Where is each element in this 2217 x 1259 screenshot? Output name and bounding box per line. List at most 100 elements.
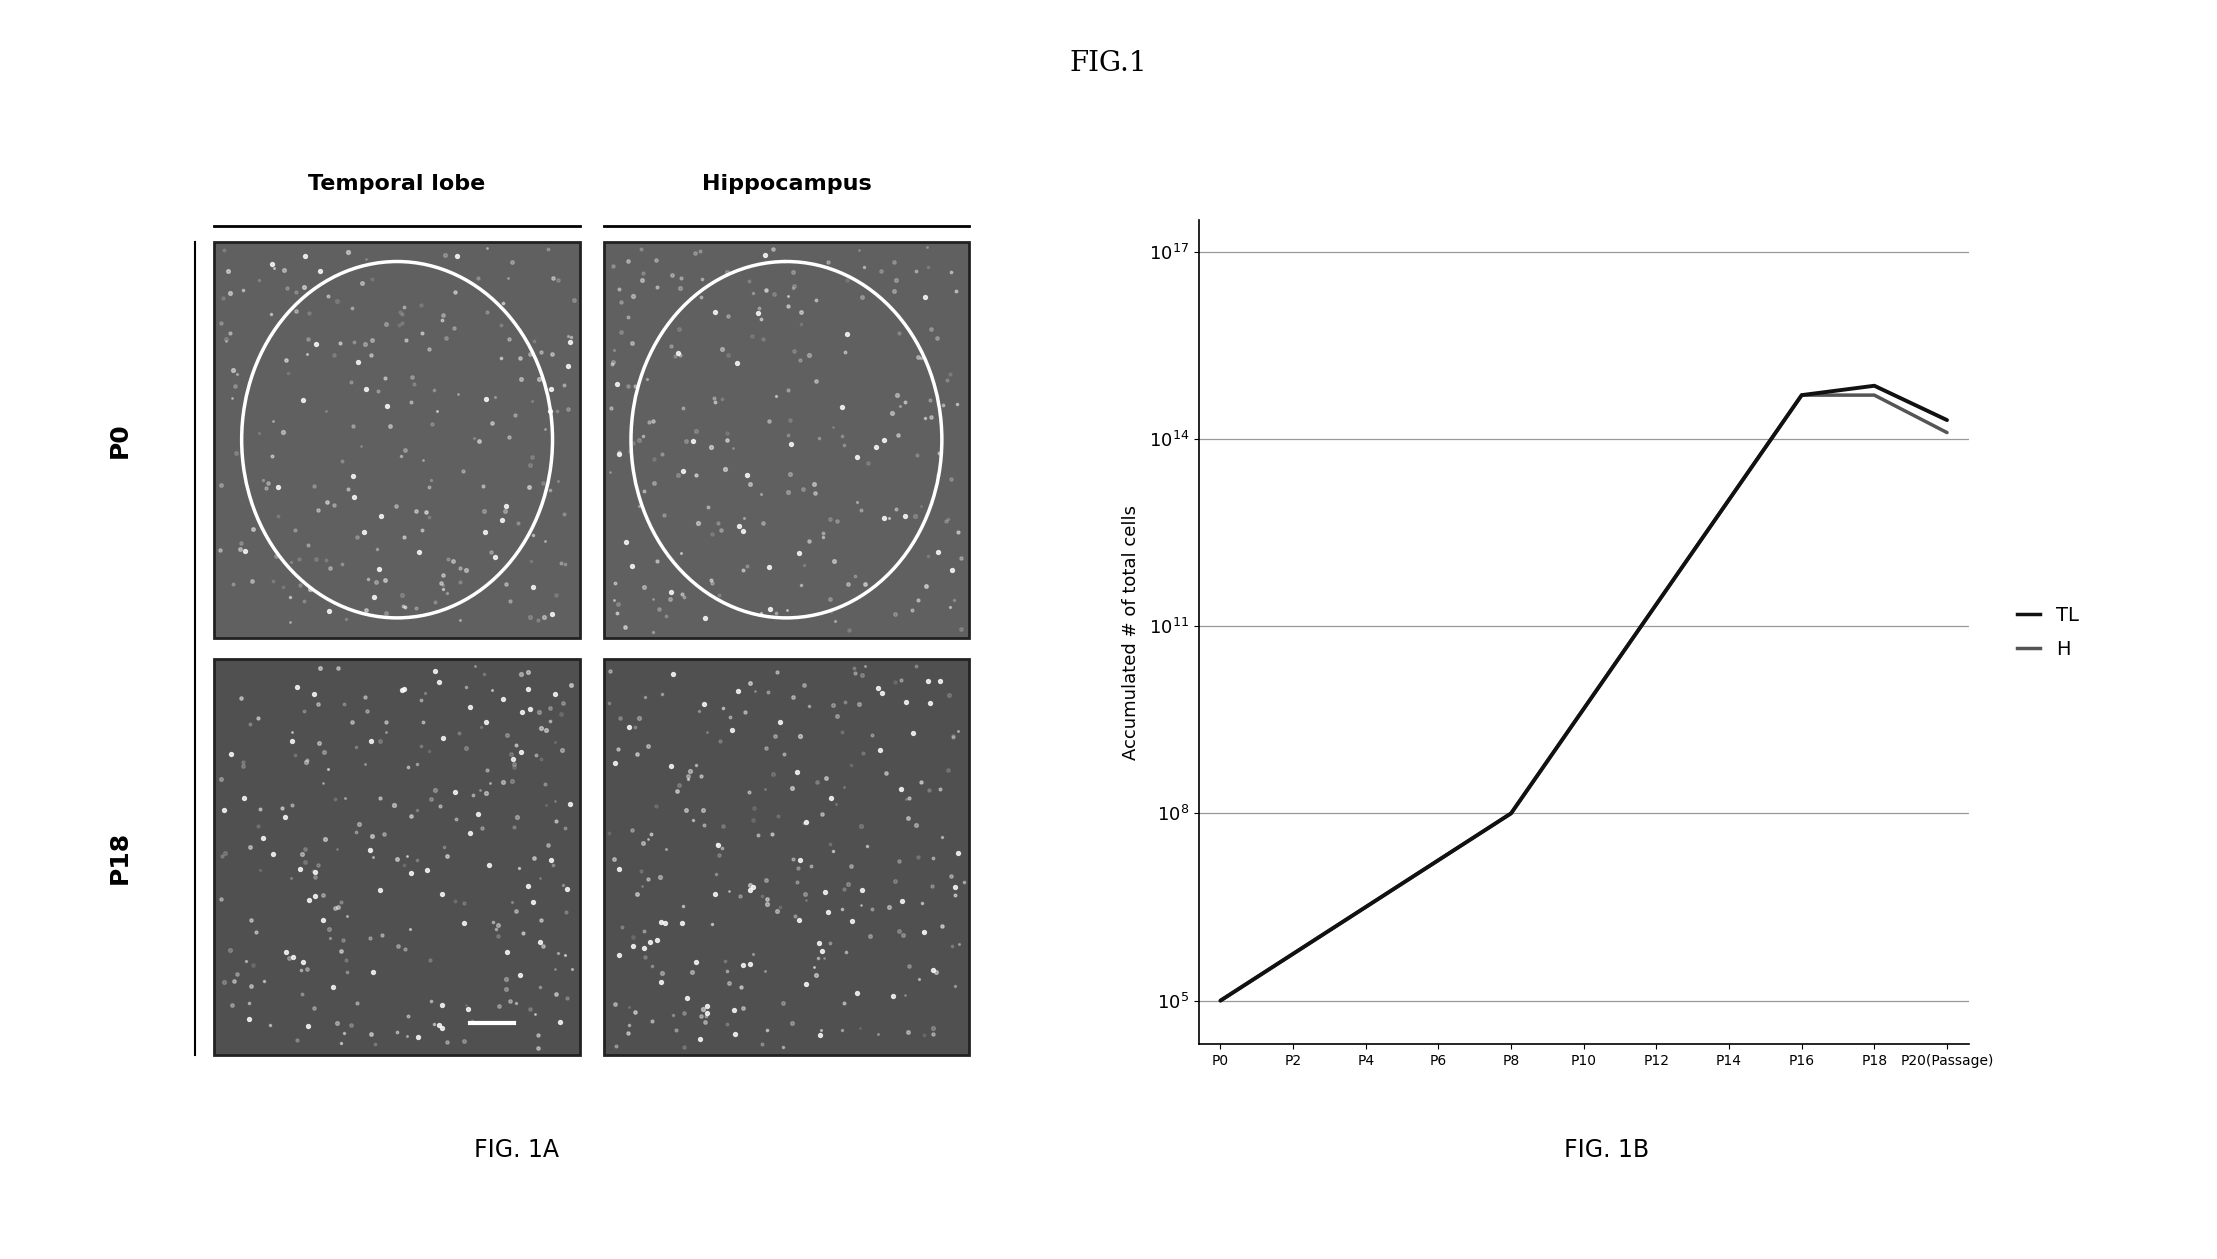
Point (399, 598, 435, 618)
Point (437, 282, 472, 302)
Point (370, 397, 406, 417)
Point (938, 394, 973, 414)
Point (594, 398, 630, 418)
Point (811, 835, 847, 855)
Point (290, 890, 326, 910)
Point (796, 957, 831, 977)
Point (437, 782, 472, 802)
Point (905, 893, 940, 913)
Point (800, 933, 836, 953)
Point (596, 849, 632, 869)
Point (355, 847, 390, 867)
Point (627, 577, 663, 597)
Point (845, 665, 880, 685)
Point (670, 767, 705, 787)
Point (869, 763, 905, 783)
Point (627, 481, 663, 501)
Point (333, 1015, 368, 1035)
Point (297, 476, 333, 496)
Point (554, 675, 590, 695)
Point (694, 569, 729, 589)
Point (807, 948, 842, 968)
Point (596, 573, 632, 593)
Point (665, 895, 701, 915)
Point (488, 980, 523, 1000)
Point (317, 788, 353, 808)
Point (348, 379, 384, 399)
Point (317, 345, 353, 365)
Point (545, 875, 581, 895)
Point (441, 723, 477, 743)
Point (266, 423, 302, 443)
Point (381, 315, 417, 335)
Point (829, 325, 865, 345)
Point (740, 302, 776, 322)
Point (645, 684, 681, 704)
Point (696, 884, 732, 904)
Point (871, 898, 907, 918)
Point (390, 846, 426, 866)
Point (836, 657, 871, 677)
Point (765, 744, 800, 764)
Point (255, 446, 290, 466)
Point (656, 665, 692, 685)
Point (619, 376, 654, 397)
Point (614, 556, 650, 577)
Point (499, 901, 534, 922)
Point (403, 690, 439, 710)
Point (834, 755, 869, 776)
Point (494, 252, 530, 272)
Point (348, 334, 384, 354)
Point (842, 694, 878, 714)
Point (610, 1022, 645, 1042)
Point (388, 439, 423, 460)
Point (477, 546, 512, 567)
Point (625, 269, 661, 290)
Point (339, 737, 375, 757)
Point (421, 796, 457, 816)
Point (275, 947, 310, 967)
Point (634, 589, 670, 609)
Point (426, 305, 461, 325)
Point (326, 694, 361, 714)
Point (672, 760, 707, 781)
Point (882, 922, 918, 942)
Point (286, 246, 321, 266)
Point (612, 997, 647, 1017)
Point (399, 754, 435, 774)
Point (938, 885, 973, 905)
Point (532, 850, 568, 870)
Point (233, 837, 268, 857)
Point (645, 505, 681, 525)
Point (390, 1006, 426, 1026)
Point (736, 681, 772, 701)
Point (388, 1026, 423, 1046)
Point (219, 364, 255, 384)
Point (911, 671, 947, 691)
Point (772, 482, 807, 502)
Point (825, 427, 860, 447)
Point (845, 287, 880, 307)
Point (275, 721, 310, 742)
Point (492, 991, 528, 1011)
Point (226, 788, 262, 808)
Text: P0: P0 (109, 422, 131, 457)
Point (275, 730, 310, 750)
Point (876, 281, 911, 301)
Bar (215, 660, 581, 1055)
Point (550, 988, 585, 1008)
Point (468, 522, 503, 543)
Point (415, 991, 450, 1011)
Point (929, 370, 964, 390)
Point (709, 961, 745, 981)
Point (698, 392, 734, 412)
Point (683, 240, 718, 261)
Point (878, 604, 913, 624)
Point (204, 476, 239, 496)
Point (228, 951, 264, 971)
Point (490, 268, 525, 288)
Point (665, 461, 701, 481)
Point (942, 934, 978, 954)
Bar (603, 242, 969, 637)
Point (630, 369, 665, 389)
